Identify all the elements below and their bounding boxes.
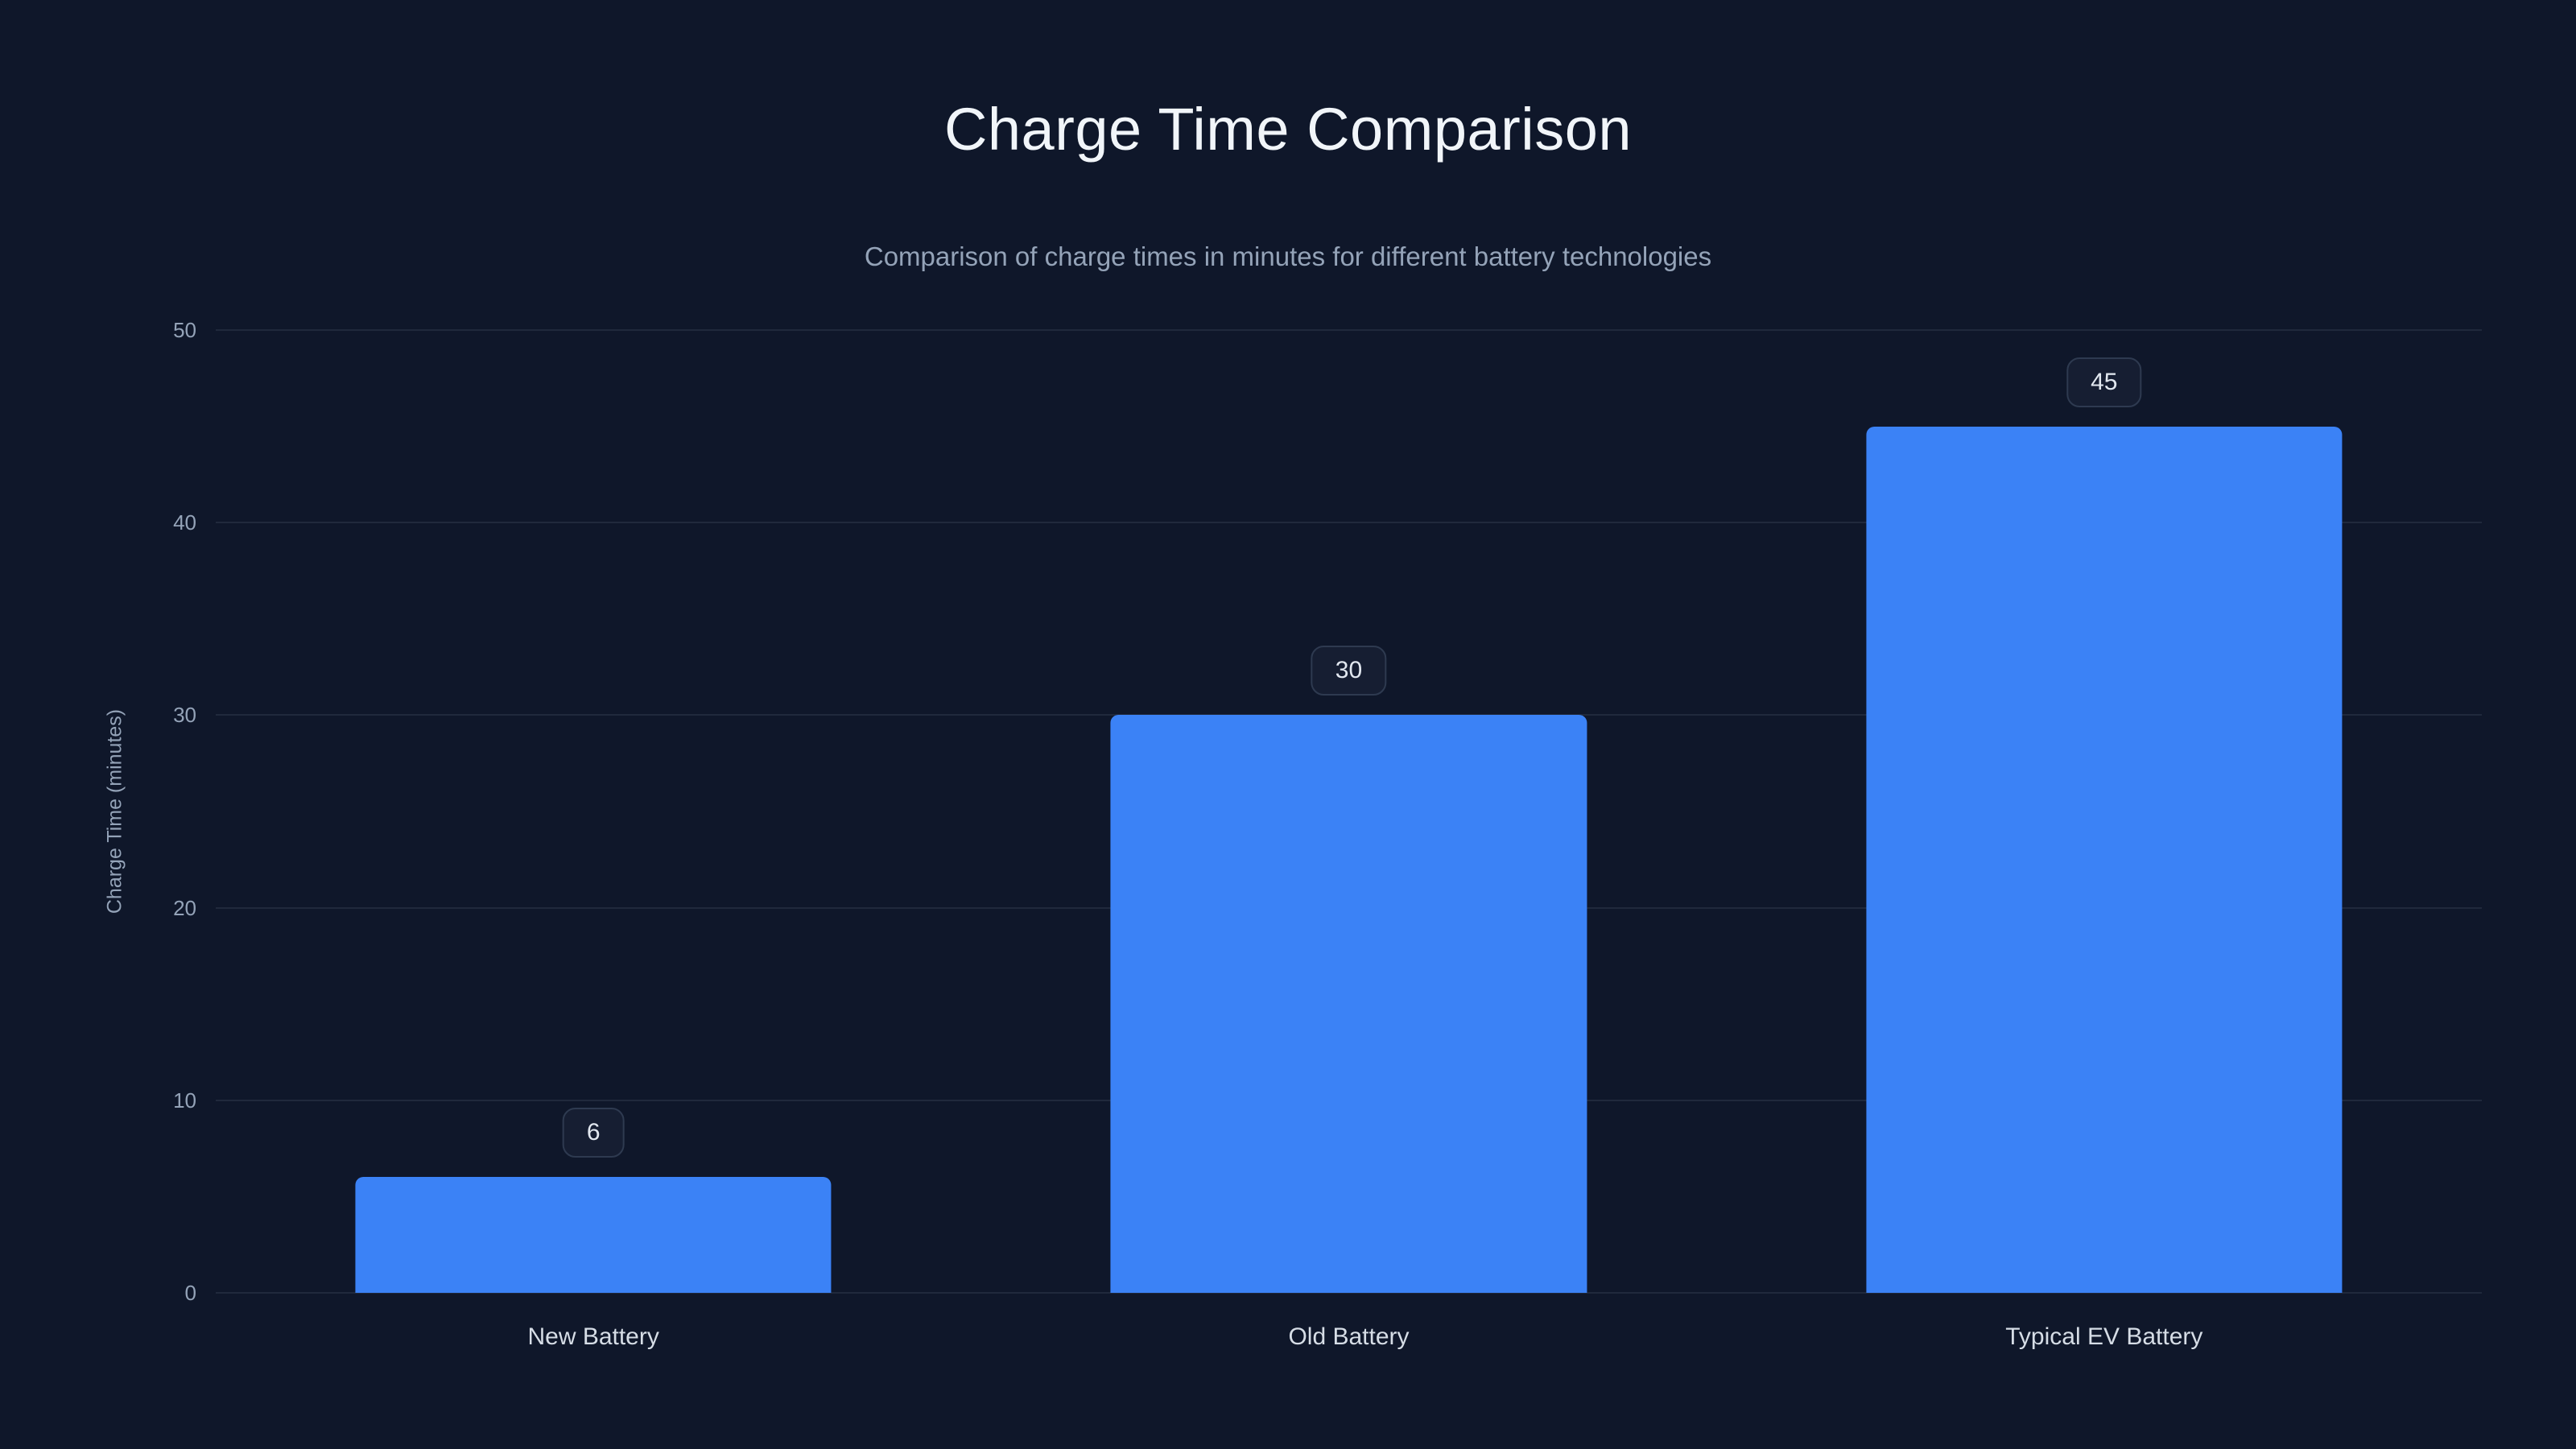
gridline xyxy=(216,522,2482,524)
gridline xyxy=(216,1292,2482,1294)
bar-slot-old-battery: 30 Old Battery xyxy=(971,330,1726,1350)
plot-area: 0 10 20 30 40 50 6 New Battery 30 Old Battery 45 Ty… xyxy=(173,320,2482,1350)
bar-typical-ev-battery[interactable] xyxy=(1866,426,2343,1293)
bar-slot-typical-ev-battery: 45 Typical EV Battery xyxy=(1727,330,2482,1350)
y-axis-title: Charge Time (minutes) xyxy=(103,708,126,914)
x-axis-label-old-battery: Old Battery xyxy=(1288,1323,1410,1350)
y-tick-label: 10 xyxy=(173,1088,196,1113)
chart-title: Charge Time Comparison xyxy=(943,96,1633,163)
value-label-typical-ev-battery: 45 xyxy=(2066,357,2142,407)
y-tick-label: 40 xyxy=(173,510,196,535)
chart-subtitle: Comparison of charge times in minutes fo… xyxy=(864,242,1712,271)
y-tick-label: 20 xyxy=(173,895,196,920)
x-axis-label-new-battery: New Battery xyxy=(527,1323,659,1350)
value-label-old-battery: 30 xyxy=(1311,646,1387,696)
bar-new-battery[interactable] xyxy=(355,1177,832,1293)
x-axis-label-typical-ev-battery: Typical EV Battery xyxy=(2005,1323,2203,1350)
gridline xyxy=(216,329,2482,331)
y-tick-label: 0 xyxy=(184,1281,196,1305)
value-label-new-battery: 6 xyxy=(562,1108,625,1158)
bar-old-battery[interactable] xyxy=(1110,715,1587,1293)
y-tick-label: 50 xyxy=(173,318,196,342)
bar-slot-new-battery: 6 New Battery xyxy=(216,330,971,1350)
y-tick-label: 30 xyxy=(173,703,196,728)
bars-container: 6 New Battery 30 Old Battery 45 Typical EV Ba… xyxy=(216,330,2482,1350)
